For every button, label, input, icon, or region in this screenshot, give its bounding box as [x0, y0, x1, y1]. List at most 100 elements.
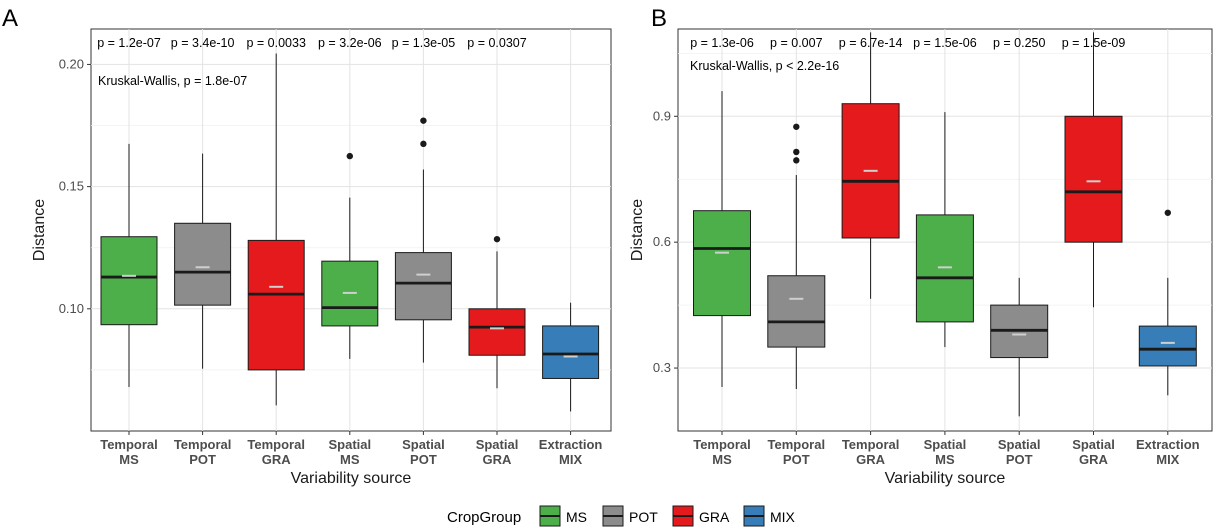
panel-a-box-spatial-ms	[321, 152, 379, 359]
legend-item-pot: POT	[602, 505, 658, 527]
iqr-box	[394, 252, 452, 321]
panel-a-pvalues: p = 1.2e-07 p = 3.4e-10 p = 0.0033 p = 3.2e…	[97, 36, 527, 50]
panel-a-pvalue-label: p = 3.2e-06	[318, 36, 382, 50]
panel-b-x-ticks: TemporalMSTemporalPOTTemporalGRASpatialM…	[693, 431, 1200, 467]
panel-b-x-tick-label: GRA	[1079, 452, 1109, 467]
legend-label-pot: POT	[629, 509, 658, 525]
panel-a-x-tick-label: GRA	[262, 452, 292, 467]
panel-b-pvalues: p = 1.3e-06 p = 0.007 p = 6.7e-14 p = 1.5e-…	[690, 36, 1125, 50]
panel-a-x-tick-label: Spatial	[476, 437, 519, 452]
outlier-point	[793, 123, 800, 130]
panel-b-box-temporal-ms	[693, 91, 751, 387]
panel-a-box-spatial-gra	[468, 235, 526, 389]
legend: CropGroup MS POT GRA MIX	[447, 505, 796, 527]
legend-label-gra: GRA	[699, 509, 730, 525]
panel-b-pvalue-label: p = 6.7e-14	[839, 36, 903, 50]
panel-a-pvalue-label: p = 1.3e-05	[392, 36, 456, 50]
panel-a-x-tick-label: GRA	[483, 452, 513, 467]
panel-b-x-tick-label: Spatial	[1072, 437, 1115, 452]
panel-b-x-tick-label: Temporal	[768, 437, 826, 452]
panel-a-x-tick-label: POT	[410, 452, 437, 467]
panel-a-box-temporal-pot	[174, 153, 232, 369]
panel-b-box-spatial-ms	[915, 112, 974, 348]
legend-items: MS POT GRA MIX	[539, 505, 796, 527]
panel-a-x-tick-label: Spatial	[328, 437, 371, 452]
panel-b-y-tick-label: 0.6	[653, 234, 671, 249]
panel-a-x-tick-label: Extraction	[539, 437, 603, 452]
panel-a-frame	[90, 28, 612, 432]
panel-a-y-tick-label: 0.10	[59, 301, 84, 316]
panel-b-x-tick-label: Temporal	[842, 437, 900, 452]
panel-a-x-tick-label: MIX	[559, 452, 582, 467]
iqr-box	[693, 210, 751, 317]
iqr-box	[174, 222, 232, 306]
panel-a-box-temporal-gra	[247, 53, 305, 406]
panel-b-box-spatial-gra	[1064, 32, 1123, 308]
panel-b-y-tick-label: 0.3	[653, 360, 671, 375]
panel-a-x-tick-label: MS	[119, 452, 139, 467]
panel-b-box-extraction-mix	[1138, 209, 1197, 396]
panel-b-plot: 0.30.60.9 TemporalMSTemporalPOTTemporalG…	[629, 28, 1213, 487]
panel-a-x-axis-title: Variability source	[291, 470, 412, 487]
panel-b-x-tick-label: MIX	[1156, 452, 1179, 467]
iqr-box	[100, 236, 158, 326]
outlier-point	[793, 148, 800, 156]
iqr-box	[767, 275, 826, 348]
legend-label-ms: MS	[566, 509, 587, 525]
panel-a-y-ticks: 0.10 0.15 0.20	[59, 56, 91, 316]
panel-b-box-temporal-pot	[767, 123, 826, 390]
panel-a-y-tick-label: 0.20	[59, 56, 84, 71]
legend-label-mix: MIX	[770, 509, 796, 525]
panel-b-box-temporal-gra	[841, 32, 900, 299]
outlier-point	[420, 140, 427, 148]
panel-a-y-axis-title: Distance	[31, 199, 48, 261]
panel-a-x-tick-label: MS	[340, 452, 360, 467]
outlier-point	[793, 157, 800, 164]
iqr-box	[247, 239, 305, 371]
legend-item-gra: GRA	[672, 505, 730, 527]
panel-a-kruskal-wallis: Kruskal-Wallis, p = 1.8e-07	[98, 74, 247, 88]
panel-b-x-tick-label: POT	[1006, 452, 1033, 467]
panel-b-pvalue-label: p = 1.5e-06	[913, 36, 977, 50]
panel-b-x-tick-label: Extraction	[1136, 437, 1200, 452]
panel-b-y-axis-title: Distance	[629, 199, 646, 261]
panel-b-pvalue-label: p = 1.5e-09	[1062, 36, 1126, 50]
panel-b-y-ticks: 0.3 0.6 0.9	[653, 108, 678, 375]
outlier-point	[1164, 209, 1172, 216]
panel-b-y-tick-label: 0.9	[653, 108, 671, 123]
panel-a-pvalue-label: p = 3.4e-10	[171, 36, 235, 50]
panel-b-x-tick-label: MS	[935, 452, 955, 467]
panel-b-pvalue-label: p = 0.007	[770, 36, 823, 50]
panel-b-box-spatial-pot	[990, 277, 1049, 417]
panel-b-x-tick-label: MS	[712, 452, 732, 467]
panel-b-letter: B	[651, 5, 667, 32]
legend-title: CropGroup	[447, 509, 521, 526]
panel-a-pvalue-label: p = 0.0033	[246, 36, 305, 50]
panel-b-boxes	[693, 32, 1197, 417]
panel-a-x-tick-label: Spatial	[402, 437, 445, 452]
panel-a-x-tick-label: Temporal	[100, 437, 158, 452]
legend-item-ms: MS	[539, 505, 587, 527]
panel-a-box-temporal-ms	[100, 143, 158, 388]
panel-a-x-tick-label: Temporal	[247, 437, 305, 452]
panel-b-x-axis-title: Variability source	[885, 470, 1006, 487]
iqr-box	[915, 214, 974, 323]
panel-b-x-tick-label: Temporal	[693, 437, 751, 452]
iqr-box	[1138, 325, 1197, 367]
panel-b-x-tick-label: POT	[783, 452, 810, 467]
panel-b-x-tick-label: Spatial	[998, 437, 1041, 452]
panel-a-box-spatial-pot	[394, 117, 452, 363]
panel-b-pvalue-label: p = 1.3e-06	[690, 36, 754, 50]
panel-a-x-ticks: TemporalMSTemporalPOTTemporalGRASpatialM…	[100, 431, 602, 467]
panel-a-x-tick-label: POT	[189, 452, 216, 467]
outlier-point	[493, 235, 501, 243]
iqr-box	[468, 308, 526, 356]
iqr-box	[542, 325, 600, 379]
panel-a-pvalue-label: p = 0.0307	[467, 36, 526, 50]
panel-a-x-tick-label: Temporal	[174, 437, 232, 452]
legend-item-mix: MIX	[743, 505, 796, 527]
panel-a-pvalue-label: p = 1.2e-07	[97, 36, 161, 50]
outlier-point	[420, 117, 427, 124]
panel-b-x-tick-label: Spatial	[924, 437, 967, 452]
